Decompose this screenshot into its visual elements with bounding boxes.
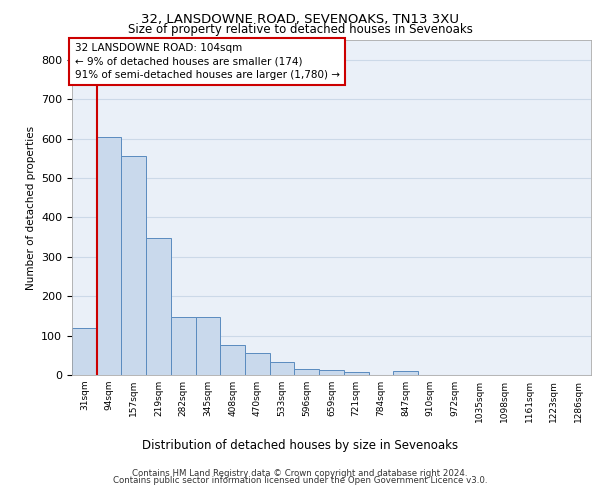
Text: Contains public sector information licensed under the Open Government Licence v3: Contains public sector information licen… xyxy=(113,476,487,485)
Text: Distribution of detached houses by size in Sevenoaks: Distribution of detached houses by size … xyxy=(142,440,458,452)
Bar xyxy=(295,369,319,375)
Bar xyxy=(393,371,418,375)
Bar xyxy=(196,316,220,375)
Bar xyxy=(344,372,368,375)
Y-axis label: Number of detached properties: Number of detached properties xyxy=(26,126,35,290)
Bar xyxy=(146,238,171,375)
Text: 32, LANSDOWNE ROAD, SEVENOAKS, TN13 3XU: 32, LANSDOWNE ROAD, SEVENOAKS, TN13 3XU xyxy=(141,12,459,26)
Bar xyxy=(220,346,245,375)
Text: Size of property relative to detached houses in Sevenoaks: Size of property relative to detached ho… xyxy=(128,22,472,36)
Bar xyxy=(72,328,97,375)
Bar xyxy=(121,156,146,375)
Bar xyxy=(319,370,344,375)
Bar xyxy=(270,362,295,375)
Bar xyxy=(171,316,196,375)
Text: Contains HM Land Registry data © Crown copyright and database right 2024.: Contains HM Land Registry data © Crown c… xyxy=(132,468,468,477)
Bar xyxy=(245,354,270,375)
Bar xyxy=(97,136,121,375)
Text: 32 LANSDOWNE ROAD: 104sqm
← 9% of detached houses are smaller (174)
91% of semi-: 32 LANSDOWNE ROAD: 104sqm ← 9% of detach… xyxy=(74,44,340,80)
